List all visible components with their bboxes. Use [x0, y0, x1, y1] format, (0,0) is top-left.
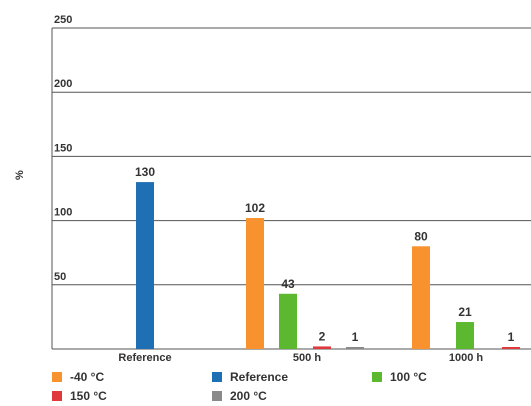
data-label-3-2: 1 [508, 330, 515, 344]
y-tick-label-200: 200 [54, 78, 72, 90]
legend-label-reference: Reference [230, 370, 289, 384]
legend-item-200: 200 °C [212, 389, 267, 403]
x-tick-label-1: 500 h [293, 352, 321, 364]
legend-swatch-200 [212, 391, 222, 401]
legend-swatch-100 [372, 372, 382, 382]
legend-label-150: 150 °C [70, 389, 107, 403]
y-tick-label-100: 100 [54, 207, 72, 219]
legend-swatch-150 [52, 391, 62, 401]
legend: -40 °C Reference 100 °C 150 °C 200 °C [48, 368, 518, 406]
bar-2-2 [456, 322, 474, 349]
data-label-3-1: 2 [319, 329, 326, 343]
bar-0-0 [136, 182, 154, 349]
bar-4-1 [346, 347, 364, 349]
x-tick-label-0: Reference [118, 352, 171, 364]
y-axis-label: % [14, 170, 26, 180]
y-tick-label-150: 150 [54, 142, 72, 154]
bar-1-1 [246, 218, 264, 349]
data-label-1-2: 80 [414, 229, 428, 243]
legend-label-minus40: -40 °C [70, 370, 105, 384]
bar-3-1 [313, 346, 331, 349]
legend-swatch-reference [212, 372, 222, 382]
legend-item-minus40: -40 °C [52, 370, 104, 384]
x-tick-label-2: 1000 h [449, 352, 484, 364]
y-tick-label-50: 50 [54, 271, 66, 283]
legend-item-150: 150 °C [52, 389, 107, 403]
legend-item-reference: Reference [212, 370, 288, 384]
legend-swatch-minus40 [52, 372, 62, 382]
data-label-0-0: 130 [135, 165, 155, 179]
bar-2-1 [279, 293, 297, 349]
bar-3-2 [502, 347, 520, 349]
legend-label-200: 200 °C [230, 389, 267, 403]
data-label-4-1: 1 [352, 330, 359, 344]
legend-label-100: 100 °C [390, 370, 427, 384]
bar-1-2 [412, 246, 430, 349]
y-tick-label-250: 250 [54, 14, 72, 26]
data-label-2-1: 43 [281, 277, 295, 291]
legend-item-100: 100 °C [372, 370, 427, 384]
data-label-2-2: 21 [458, 305, 472, 319]
data-label-1-1: 102 [245, 201, 265, 215]
